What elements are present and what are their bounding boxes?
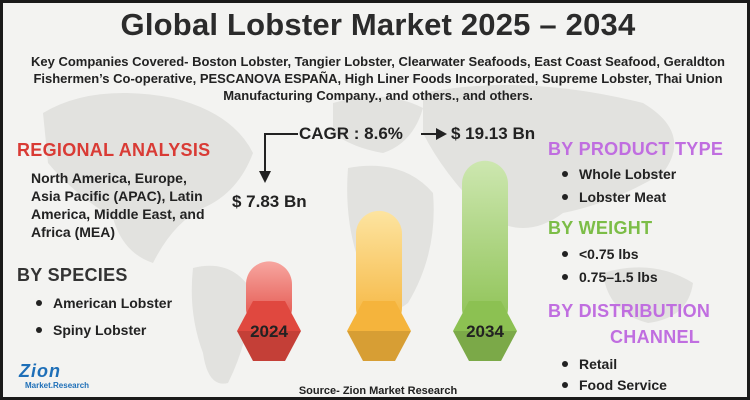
- list-item: Spiny Lobster: [33, 321, 173, 340]
- bar-body: [356, 210, 402, 331]
- cagr-arrow-right-head: [436, 128, 447, 140]
- zion-logo: Zion Market.Research: [19, 361, 90, 390]
- market-chart: 2024 2034: [237, 128, 517, 361]
- list-item: American Lobster: [33, 294, 173, 313]
- end-value-label: $ 19.13 Bn: [451, 124, 536, 143]
- list-item: Lobster Meat: [559, 188, 739, 207]
- bar-middle: [347, 210, 411, 361]
- regional-analysis-heading: REGIONAL ANALYSIS: [17, 140, 211, 160]
- distribution-list: Retail Food Service: [559, 355, 739, 395]
- cagr-label: CAGR : 8.6%: [299, 124, 403, 143]
- category-label: 2034: [466, 322, 504, 341]
- list-item: Whole Lobster: [559, 165, 739, 184]
- category-label: 2024: [250, 322, 288, 341]
- page-title: Global Lobster Market 2025 – 2034: [120, 7, 636, 42]
- species-list: American Lobster Spiny Lobster: [33, 294, 173, 340]
- list-item: Food Service: [559, 376, 739, 395]
- by-distribution-heading-line2: CHANNEL: [610, 327, 701, 347]
- list-item: Retail: [559, 355, 739, 374]
- bar-2034: 2034: [453, 160, 517, 361]
- bar-base-hexagon: [237, 301, 301, 361]
- cagr-arrow-down: [264, 133, 298, 175]
- key-companies-text: Key Companies Covered- Boston Lobster, T…: [31, 54, 725, 103]
- by-species-heading: BY SPECIES: [17, 265, 128, 285]
- bar-2024: 2024: [237, 261, 301, 361]
- regional-analysis-text: North America, Europe, Asia Pacific (APA…: [31, 170, 205, 240]
- by-product-type-heading: BY PRODUCT TYPE: [548, 139, 724, 159]
- weight-list: <0.75 lbs 0.75–1.5 lbs: [559, 245, 739, 287]
- start-value-label: $ 7.83 Bn: [232, 192, 307, 211]
- by-distribution-heading: BY DISTRIBUTION: [548, 301, 711, 321]
- product-type-list: Whole Lobster Lobster Meat: [559, 165, 739, 207]
- bar-base-hexagon: [347, 301, 411, 361]
- bar-body: [462, 160, 508, 331]
- list-item: <0.75 lbs: [559, 245, 739, 264]
- by-weight-heading: BY WEIGHT: [548, 218, 653, 238]
- bar-base-hexagon: [453, 301, 517, 361]
- source-note: Source- Zion Market Research: [298, 385, 458, 397]
- list-item: 0.75–1.5 lbs: [559, 268, 739, 287]
- cagr-arrow-down-head: [259, 171, 271, 183]
